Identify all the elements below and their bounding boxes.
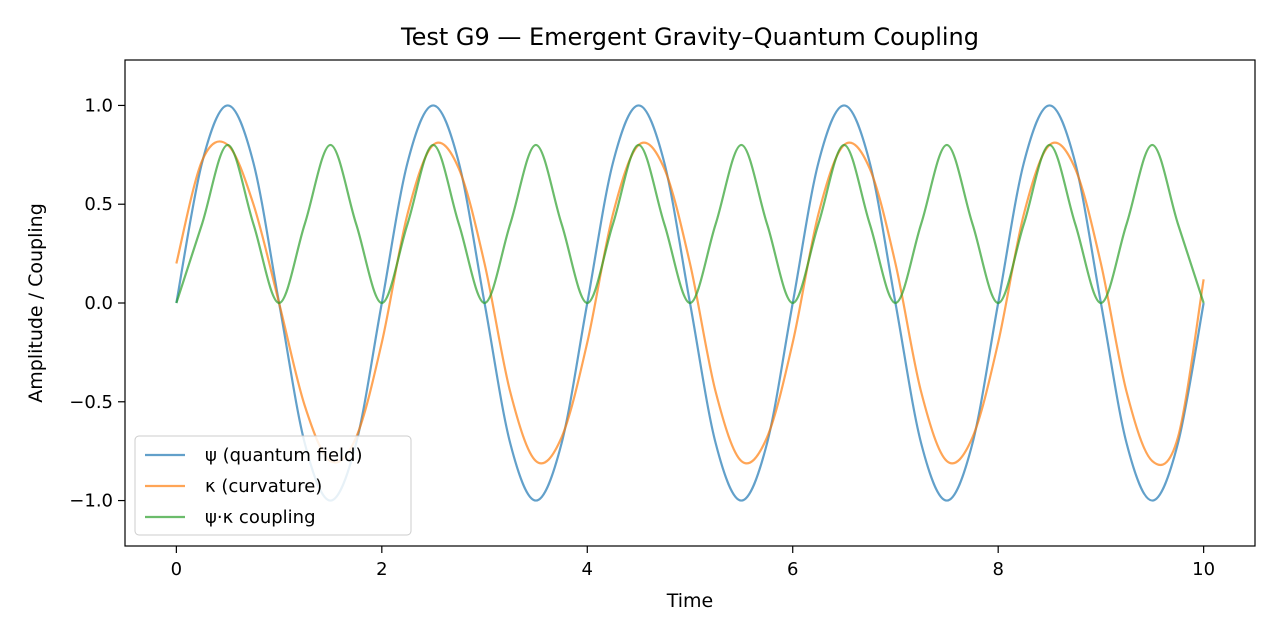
y-axis-label: Amplitude / Coupling: [25, 203, 47, 403]
chart-title: Test G9 — Emergent Gravity–Quantum Coupl…: [400, 23, 979, 51]
legend-label: κ (curvature): [205, 476, 322, 497]
x-tick-label: 8: [992, 559, 1003, 580]
y-tick-label: 1.0: [84, 95, 113, 116]
legend-box: [134, 435, 412, 536]
x-tick-label: 4: [582, 559, 593, 580]
x-tick-label: 6: [787, 559, 798, 580]
legend-label: ψ·κ coupling: [205, 507, 316, 528]
legend: ψ (quantum field) κ (curvature) ψ·κ coupli…: [134, 435, 412, 536]
x-tick-label: 2: [376, 559, 387, 580]
y-axis: −1.0 −0.5 0.0 0.5 1.0: [69, 95, 125, 512]
y-tick-label: −1.0: [69, 491, 113, 512]
series-line-2: [175, 143, 1205, 305]
y-tick-label: 0.5: [84, 194, 113, 215]
x-axis: 0 2 4 6 8 10: [171, 546, 1215, 580]
x-tick-label: 10: [1192, 559, 1215, 580]
x-axis-label: Time: [666, 590, 714, 612]
y-tick-label: 0.0: [84, 293, 113, 314]
legend-label: ψ (quantum field): [205, 445, 362, 466]
x-tick-label: 0: [171, 559, 182, 580]
y-tick-label: −0.5: [69, 392, 113, 413]
